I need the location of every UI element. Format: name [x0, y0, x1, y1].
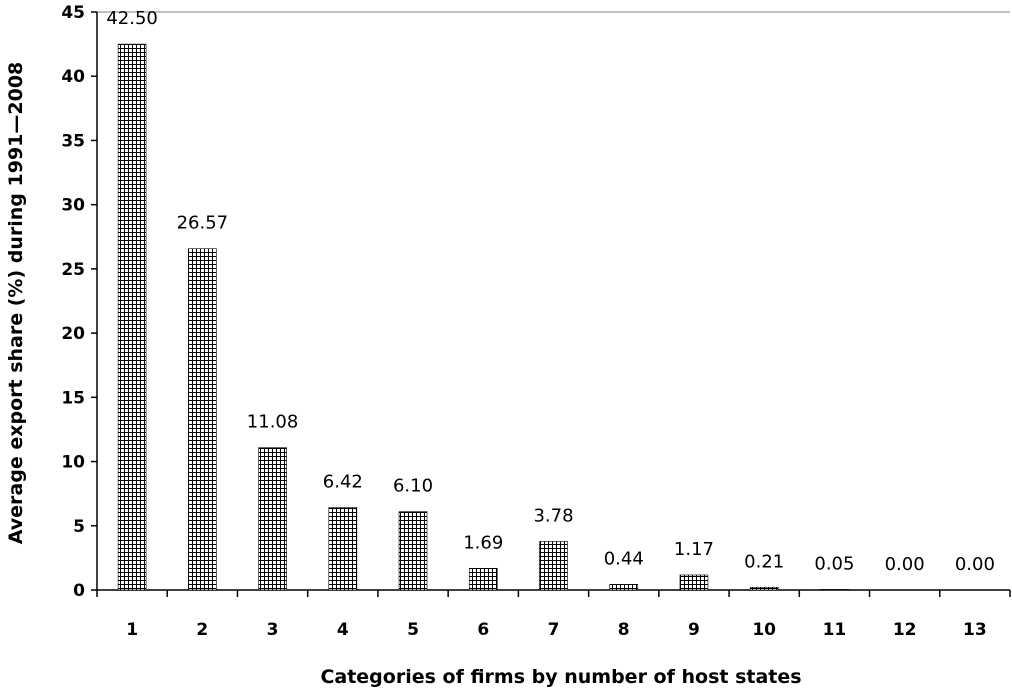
x-axis-title: Categories of firms by number of host st…	[320, 666, 801, 688]
bar	[820, 589, 849, 591]
bar	[398, 511, 428, 591]
y-tick-label: 5	[73, 517, 85, 537]
y-tick-label: 30	[61, 196, 85, 216]
data-label: 0.00	[885, 554, 925, 575]
x-tick-label: 9	[688, 620, 700, 640]
y-tick-label: 40	[61, 67, 85, 87]
y-tick-label: 0	[73, 581, 85, 601]
data-label: 3.78	[533, 505, 573, 526]
y-tick-label: 10	[61, 453, 85, 473]
data-label: 0.21	[744, 551, 784, 572]
bar	[188, 248, 217, 591]
x-tick-label: 3	[267, 620, 279, 640]
data-label: 42.50	[106, 8, 158, 29]
data-label: 11.08	[247, 412, 299, 433]
y-tick-label: 35	[61, 131, 85, 151]
x-tick-label: 1	[126, 620, 138, 640]
data-label: 0.44	[604, 548, 644, 569]
x-tick-label: 12	[893, 620, 917, 640]
bar	[328, 507, 358, 591]
x-tick-label: 6	[477, 620, 489, 640]
x-tick-label: 4	[337, 620, 349, 640]
x-tick-label: 8	[618, 620, 630, 640]
bar	[609, 584, 639, 591]
data-label: 0.00	[955, 554, 995, 575]
x-tick-label: 2	[196, 620, 208, 640]
x-tick-label: 10	[752, 620, 776, 640]
x-tick-label: 7	[548, 620, 560, 640]
bar	[679, 574, 709, 591]
data-label: 6.10	[393, 476, 433, 497]
y-tick-label: 45	[61, 3, 85, 23]
bar	[468, 567, 498, 591]
y-axis-title: Average export share (%) during 1991—200…	[5, 62, 27, 545]
bar	[258, 447, 287, 591]
data-label: 1.17	[674, 539, 714, 560]
bar	[539, 541, 568, 591]
data-label: 6.42	[323, 472, 363, 493]
bar	[117, 43, 147, 591]
data-label: 1.69	[463, 532, 503, 553]
y-tick-label: 20	[61, 324, 85, 344]
bar	[749, 587, 779, 591]
x-tick-label: 13	[963, 620, 987, 640]
y-tick-label: 15	[61, 388, 85, 408]
y-tick-label: 25	[61, 260, 85, 280]
data-label: 26.57	[177, 213, 229, 234]
x-tick-label: 11	[823, 620, 847, 640]
x-tick-label: 5	[407, 620, 419, 640]
data-label: 0.05	[814, 553, 854, 574]
